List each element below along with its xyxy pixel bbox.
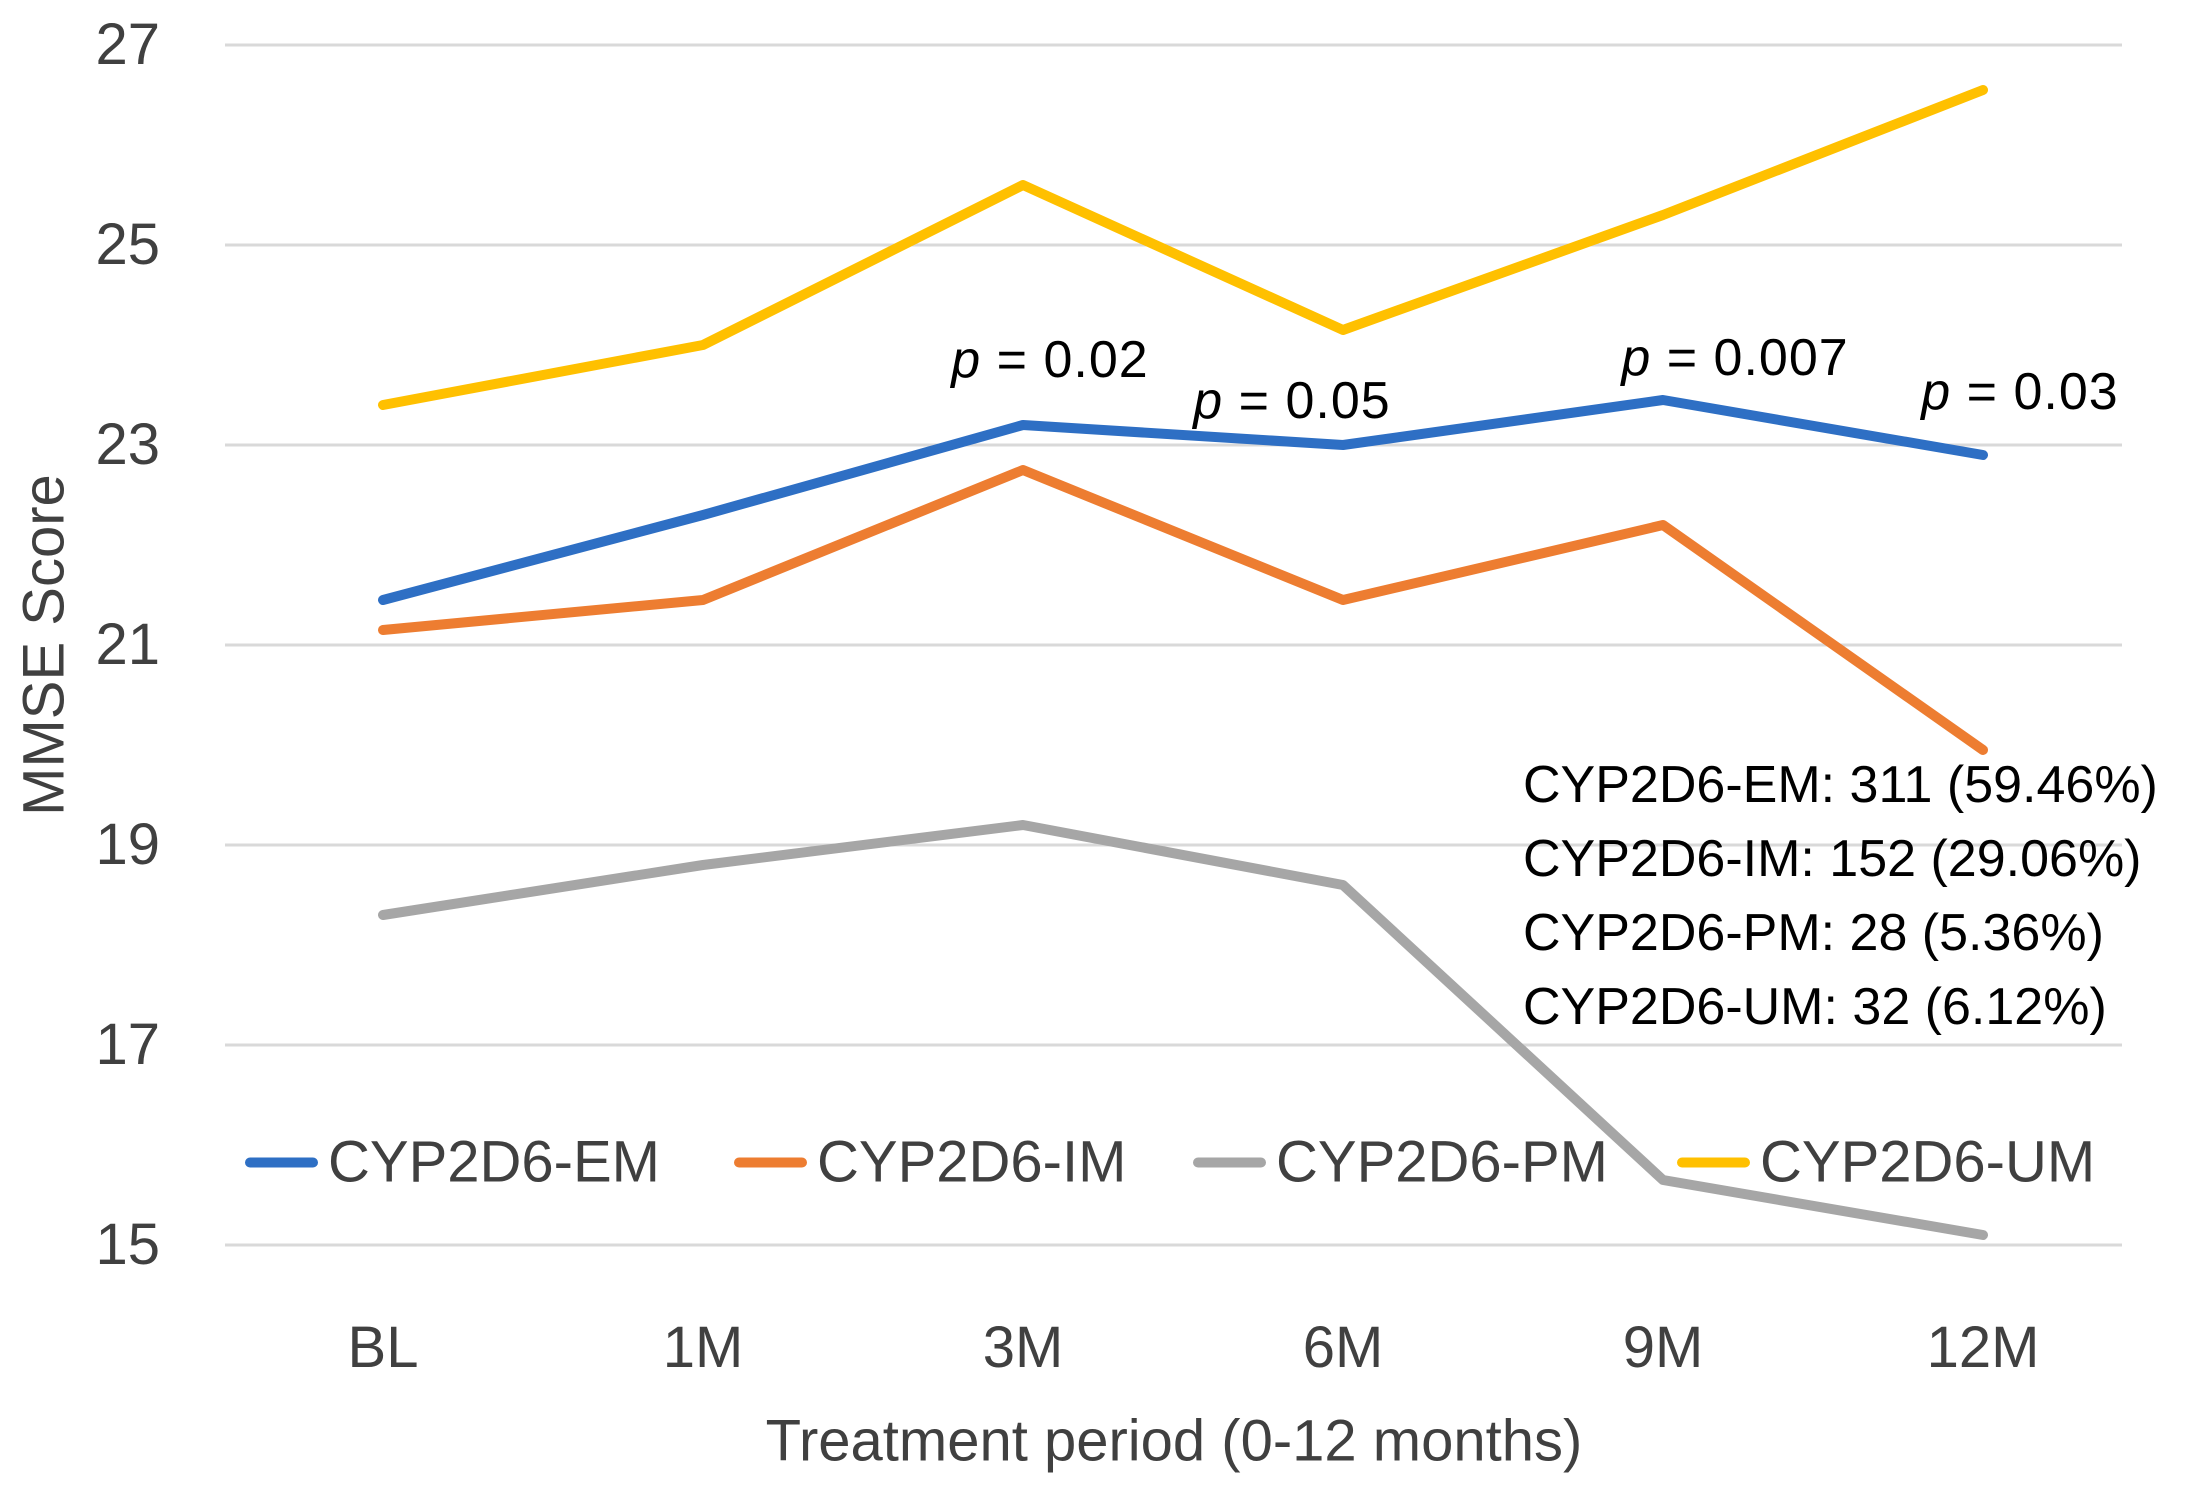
- p-annotation: p = 0.05: [1193, 371, 1390, 431]
- group-counts-block: CYP2D6-EM: 311 (59.46%) CYP2D6-IM: 152 (2…: [1523, 748, 2158, 1044]
- x-tick-label: 3M: [982, 1315, 1064, 1380]
- series-line-CYP2D6-UM: [378, 85, 1988, 410]
- group-count-line: CYP2D6-PM: 28 (5.36%): [1523, 904, 2104, 962]
- p-annotation: p = 0.03: [1921, 362, 2118, 422]
- p-annotation-value: = 0.007: [1651, 329, 1849, 387]
- y-tick-label: 19: [95, 812, 160, 877]
- series-line-CYP2D6-IM: [378, 465, 1988, 755]
- group-count-line: CYP2D6-IM: 152 (29.06%): [1523, 830, 2142, 888]
- series-line-CYP2D6-EM: [378, 395, 1988, 605]
- x-tick-label: 6M: [1302, 1315, 1384, 1380]
- p-annotation-value: = 0.03: [1951, 363, 2119, 421]
- y-tick-label: 21: [95, 612, 160, 677]
- p-symbol: p: [1621, 329, 1652, 387]
- series-line-CYP2D6-PM: [378, 820, 1988, 1240]
- y-tick-label: 27: [95, 12, 160, 77]
- group-count-line: CYP2D6-UM: 32 (6.12%): [1523, 978, 2107, 1036]
- group-count-line: CYP2D6-EM: 311 (59.46%): [1523, 756, 2158, 814]
- x-tick-label: 1M: [662, 1315, 744, 1380]
- p-symbol: p: [1921, 363, 1952, 421]
- y-tick-label: 15: [95, 1212, 160, 1277]
- y-tick-label: 25: [95, 212, 160, 277]
- p-symbol: p: [1193, 372, 1224, 430]
- y-tick-label: 23: [95, 412, 160, 477]
- p-symbol: p: [951, 331, 982, 389]
- x-tick-label: 9M: [1622, 1315, 1704, 1380]
- x-tick-label: 12M: [1926, 1315, 2040, 1380]
- p-annotation-value: = 0.05: [1223, 372, 1391, 430]
- p-annotation: p = 0.007: [1621, 328, 1848, 388]
- x-axis-title: Treatment period (0-12 months): [765, 1408, 1583, 1474]
- p-annotation-value: = 0.02: [981, 331, 1149, 389]
- x-tick-label: BL: [347, 1315, 419, 1380]
- p-annotation: p = 0.02: [951, 330, 1148, 390]
- y-axis-title: MMSE Score: [11, 474, 77, 816]
- y-tick-label: 17: [95, 1012, 160, 1077]
